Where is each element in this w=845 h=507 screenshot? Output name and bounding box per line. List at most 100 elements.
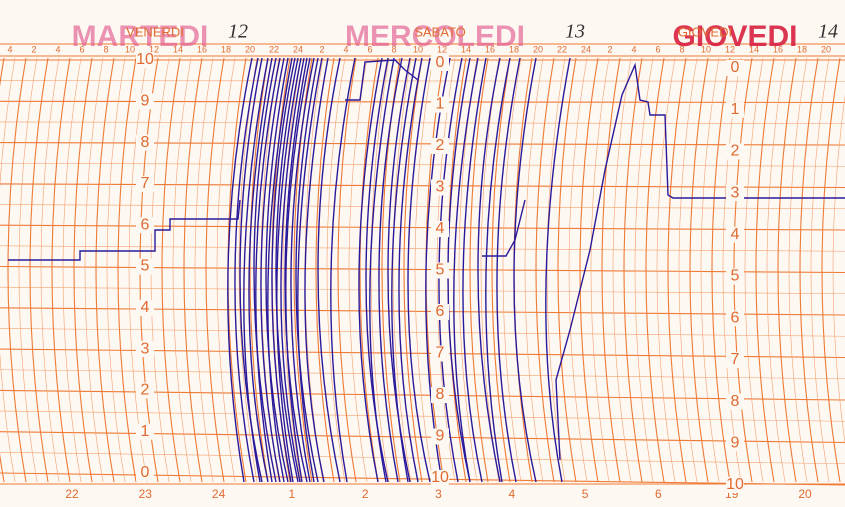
trace-step — [8, 199, 241, 261]
top-hour-label: 10 — [701, 44, 711, 54]
top-hour-label: 14 — [461, 44, 471, 54]
top-hour-label: 8 — [679, 44, 684, 54]
top-hour-label: 8 — [391, 44, 396, 54]
top-hour-label: 16 — [773, 44, 783, 54]
top-hour-label: 18 — [221, 44, 231, 54]
handwritten-date: 12 — [228, 21, 248, 43]
top-hour-label: 14 — [749, 44, 759, 54]
top-hour-label: 4 — [343, 44, 348, 54]
top-hour-label: 8 — [103, 44, 108, 54]
grid-arc — [172, 57, 192, 483]
grid-arc — [117, 57, 137, 483]
grid-arc — [326, 57, 346, 483]
grid-arc — [634, 57, 654, 483]
scale-label-bg — [136, 52, 154, 68]
grid-arc — [315, 57, 335, 483]
scale-label: 2 — [436, 137, 445, 154]
scale-label: 1 — [731, 101, 740, 118]
grid-line — [0, 369, 845, 380]
trace-arc — [275, 57, 299, 483]
grid-arc — [469, 57, 489, 483]
scale-label-bg — [136, 423, 154, 440]
bottom-hour-label: 6 — [655, 487, 662, 501]
bottom-hour-label: 3 — [435, 487, 442, 501]
trace-arc — [304, 57, 329, 483]
scale-label: 0 — [731, 59, 740, 76]
scale-label-bg — [136, 258, 154, 275]
grid-arc — [579, 57, 599, 483]
scale-label: 7 — [731, 351, 740, 368]
top-hour-label: 12 — [149, 44, 159, 54]
grid-line — [0, 286, 845, 295]
scale-label: 0 — [141, 464, 150, 481]
scale-label-bg — [431, 55, 449, 71]
scale-label: 7 — [141, 175, 150, 192]
trace-arc — [485, 57, 511, 483]
grid-arc — [744, 57, 764, 483]
day-label: GIOVEDI — [678, 24, 732, 39]
bottom-hour-label: 1 — [289, 487, 296, 501]
scale-label-bg — [726, 268, 744, 285]
scale-label-bg — [431, 387, 449, 403]
trace-arc — [290, 57, 315, 483]
grid-arc — [7, 57, 27, 483]
top-hour-label: 24 — [293, 44, 303, 54]
bottom-hour-label: 20 — [798, 487, 812, 501]
scale-label-bg — [136, 134, 154, 151]
scale-label: 0 — [436, 54, 445, 71]
scale-label-bg — [726, 310, 744, 327]
grid-arc — [73, 57, 93, 483]
trace-arc — [295, 57, 319, 483]
top-hour-label: 18 — [509, 44, 519, 54]
scale-label: 5 — [731, 268, 740, 285]
day-label: SABATO — [414, 24, 466, 39]
scale-label: 2 — [731, 143, 740, 160]
grid-arc — [337, 57, 357, 483]
scale-label: 5 — [141, 258, 150, 275]
scale-label: 1 — [436, 96, 445, 113]
top-hour-label: 6 — [367, 44, 372, 54]
grid-arc — [601, 57, 621, 483]
trace-step — [482, 199, 526, 257]
top-hour-label: 20 — [821, 44, 831, 54]
grid-arc — [535, 57, 555, 483]
scale-label-bg — [726, 477, 744, 493]
top-hour-label: 20 — [533, 44, 543, 54]
scale-label-bg — [136, 299, 154, 316]
scale-label-bg — [431, 138, 449, 154]
top-hour-label: 10 — [125, 44, 135, 54]
trace-arc — [265, 57, 289, 483]
bottom-hour-label: 4 — [508, 487, 515, 501]
top-hour-label: 2 — [319, 44, 324, 54]
scale-label: 1 — [141, 423, 150, 440]
scale-label-bg — [431, 221, 449, 237]
top-hour-label: 22 — [557, 44, 567, 54]
scale-label: 7 — [436, 345, 445, 362]
bottom-hour-label: 23 — [139, 487, 153, 501]
bottom-hour-label: 24 — [212, 487, 226, 501]
trace-arc — [545, 57, 571, 483]
trace-arc — [317, 57, 341, 483]
trace-arc — [276, 57, 302, 483]
grid-arc — [568, 57, 588, 483]
top-hour-label: 6 — [655, 44, 660, 54]
top-hour-label: 20 — [245, 44, 255, 54]
grid-arc — [359, 57, 379, 483]
scale-label: 9 — [141, 93, 150, 110]
scale-label-bg — [726, 101, 744, 118]
top-hour-label: 10 — [413, 44, 423, 54]
grid-arc — [106, 57, 126, 483]
top-hour-label: 2 — [31, 44, 36, 54]
top-hour-label: 14 — [173, 44, 183, 54]
scale-label-bg — [431, 345, 449, 362]
trace-arc — [407, 57, 431, 483]
grid-arc — [689, 57, 709, 483]
grid-arc — [656, 57, 676, 483]
grid-arc — [777, 57, 797, 483]
scale-label: 3 — [731, 184, 740, 201]
top-hour-label: 18 — [797, 44, 807, 54]
grid-arc — [0, 57, 16, 483]
grid-arc — [480, 57, 500, 483]
trace-arc — [284, 57, 308, 483]
